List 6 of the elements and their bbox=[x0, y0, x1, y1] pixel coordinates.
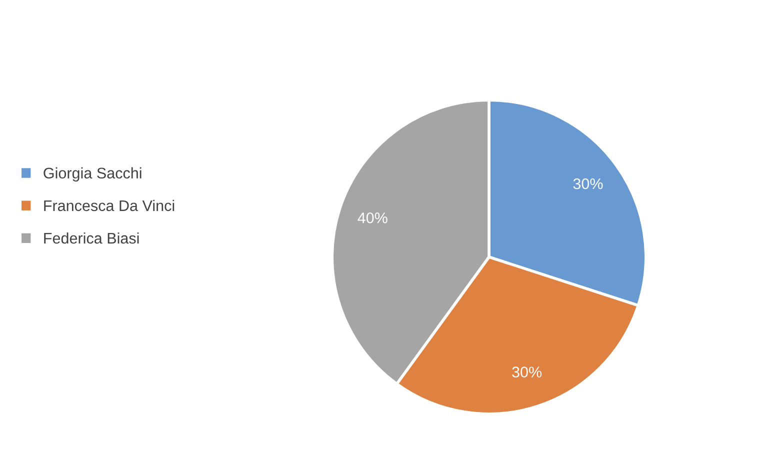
legend-label: Federica Biasi bbox=[44, 232, 139, 244]
data-label: 40% bbox=[358, 212, 388, 224]
data-label: 30% bbox=[512, 366, 542, 378]
legend-label: Francesca Da Vinci bbox=[44, 200, 174, 212]
data-label: 30% bbox=[573, 178, 603, 190]
legend-label: Giorgia Sacchi bbox=[44, 167, 142, 182]
